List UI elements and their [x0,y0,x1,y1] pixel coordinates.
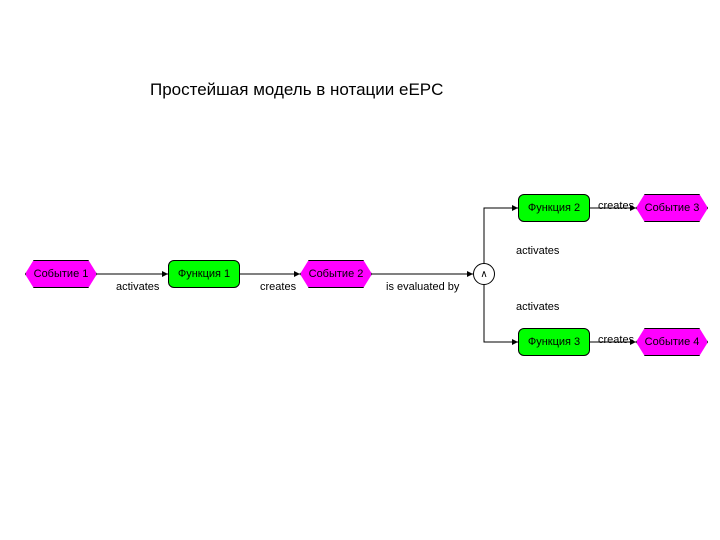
edge-label-4: activates [516,301,559,313]
function-3: Функция 3 [518,328,590,356]
diagram-title: Простейшая модель в нотации eEPC [150,80,443,100]
event-1-label: Событие 1 [34,268,89,280]
connector: ∧ [473,263,495,285]
function-2: Функция 2 [518,194,590,222]
function-1-label: Функция 1 [178,268,230,280]
edge-label-1: creates [260,281,296,293]
event-4: Событие 4 [636,328,708,356]
edge-label-0: activates [116,281,159,293]
connector-label: ∧ [480,269,487,280]
function-1: Функция 1 [168,260,240,288]
function-2-label: Функция 2 [528,202,580,214]
event-3: Событие 3 [636,194,708,222]
event-1: Событие 1 [25,260,97,288]
edge-label-5: creates [598,200,634,212]
function-3-label: Функция 3 [528,336,580,348]
edge-label-2: is evaluated by [386,281,459,293]
event-2-label: Событие 2 [309,268,364,280]
event-2: Событие 2 [300,260,372,288]
event-3-label: Событие 3 [645,202,700,214]
edge-label-6: creates [598,334,634,346]
edge-label-3: activates [516,245,559,257]
event-4-label: Событие 4 [645,336,700,348]
